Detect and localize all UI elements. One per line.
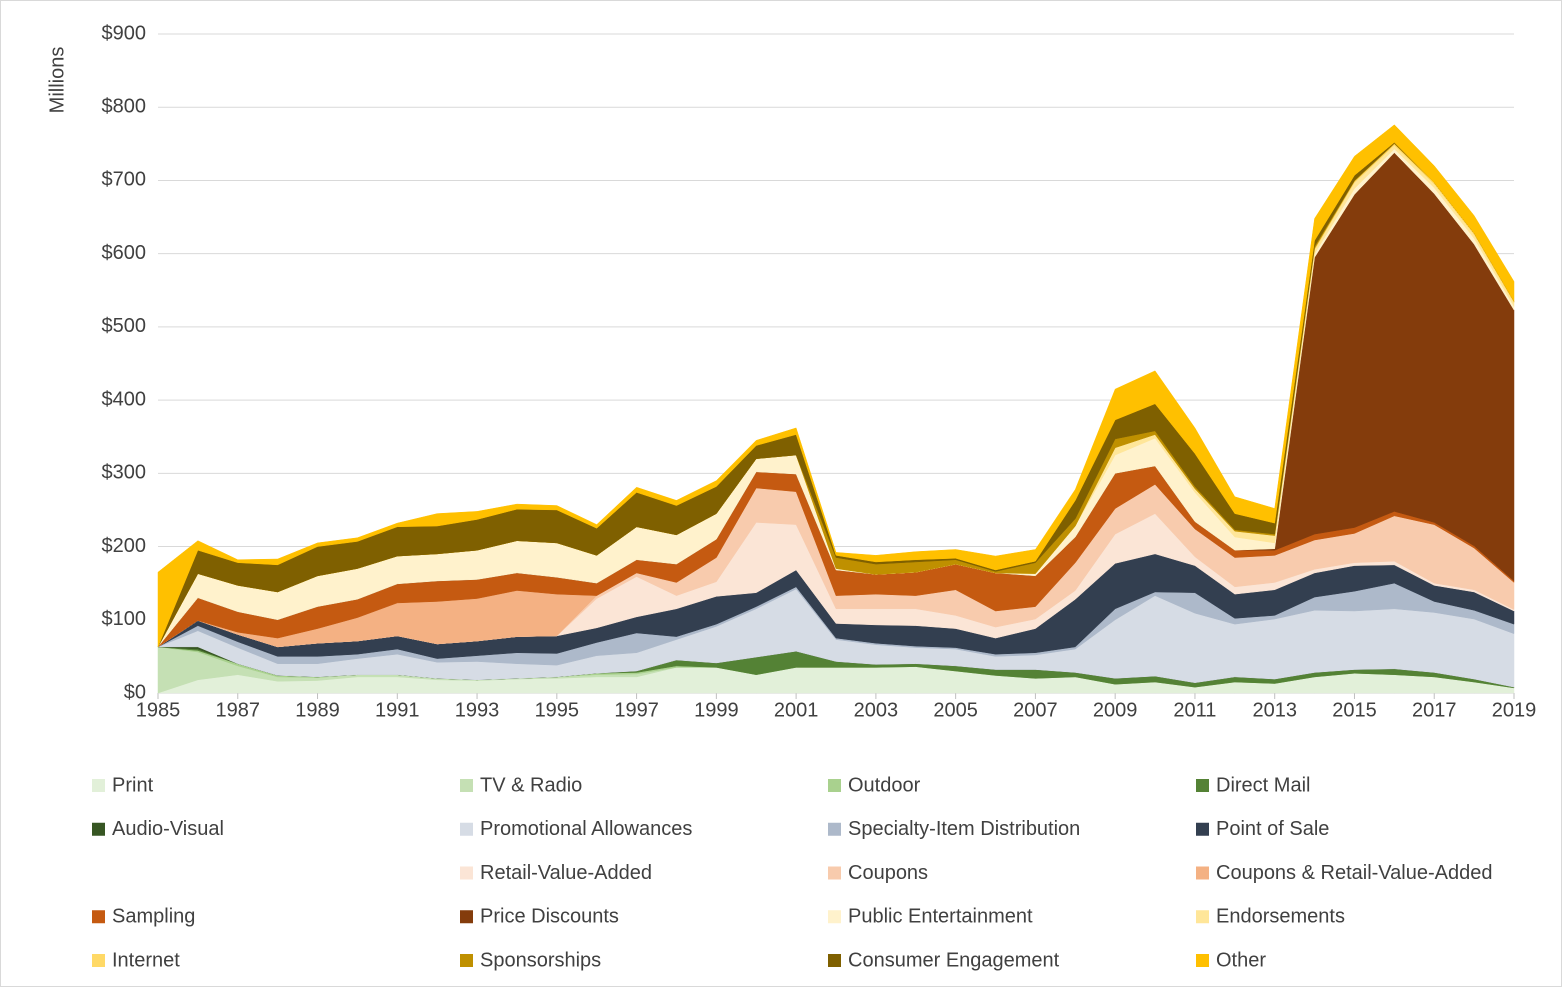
legend-swatch <box>1196 779 1209 792</box>
legend-label: Endorsements <box>1216 906 1345 928</box>
x-tick-label: 1997 <box>614 699 659 721</box>
legend-swatch <box>92 822 105 836</box>
x-tick-label: 2017 <box>1412 699 1457 721</box>
x-tick-label: 1991 <box>375 699 420 721</box>
legend-swatch <box>460 866 473 880</box>
legend-swatch <box>828 910 841 924</box>
x-tick-label: 2005 <box>933 699 978 721</box>
y-tick-label: $100 <box>102 608 147 630</box>
area <box>157 124 1515 647</box>
y-tick-label: $200 <box>102 535 147 557</box>
x-tick-label: 2013 <box>1252 699 1297 721</box>
legend-swatch <box>1196 954 1209 967</box>
legend-label: Sponsorships <box>480 949 601 971</box>
y-axis-label: Millions <box>46 47 68 114</box>
legend-swatch <box>828 779 841 792</box>
x-tick-label: 1993 <box>455 699 500 721</box>
y-tick-label: $300 <box>102 462 147 484</box>
x-tick-label: 1989 <box>295 699 340 721</box>
y-tick-label: $500 <box>102 315 147 337</box>
legend-swatch <box>828 822 841 836</box>
legend-swatch <box>92 954 105 967</box>
x-tick-label: 2003 <box>854 699 899 721</box>
legend-label: Direct Mail <box>1216 774 1310 796</box>
legend-swatch <box>460 779 473 792</box>
legend-swatch <box>92 779 105 792</box>
y-tick-label: $600 <box>102 242 147 264</box>
legend-label: Promotional Allowances <box>480 818 692 840</box>
legend-swatch <box>1196 910 1209 924</box>
legend-swatch <box>460 822 473 836</box>
x-tick-label: 2007 <box>1013 699 1058 721</box>
legend-label: Sampling <box>112 906 195 928</box>
legend-label: Price Discounts <box>480 906 619 928</box>
x-tick-label: 2001 <box>774 699 819 721</box>
legend-label: Point of Sale <box>1216 818 1329 840</box>
x-tick-label: 1995 <box>535 699 580 721</box>
legend-label: Retail-Value-Added <box>480 862 652 884</box>
legend-label: Internet <box>112 949 180 971</box>
legend-swatch <box>92 910 105 924</box>
legend-label: Print <box>112 774 154 796</box>
y-tick-label: $800 <box>102 96 147 118</box>
legend-label: Coupons & Retail-Value-Added <box>1216 862 1492 884</box>
legend-label: Outdoor <box>848 774 921 796</box>
legend-swatch <box>1196 866 1209 880</box>
legend-label: Consumer Engagement <box>848 949 1060 971</box>
y-tick-label: $700 <box>102 169 147 191</box>
x-tick-label: 2009 <box>1093 699 1138 721</box>
legend-label: TV & Radio <box>480 774 582 796</box>
legend-label: Other <box>1216 949 1266 971</box>
y-tick-label: $0 <box>124 681 146 703</box>
x-tick-label: 1999 <box>694 699 739 721</box>
legend-swatch <box>828 866 841 880</box>
legend-label: Public Entertainment <box>848 906 1033 928</box>
legend-label: Audio-Visual <box>112 818 224 840</box>
x-tick-label: 1987 <box>216 699 261 721</box>
legend-swatch <box>828 954 841 967</box>
legend-label: Coupons <box>848 862 928 884</box>
x-tick-label: 1985 <box>136 699 181 721</box>
y-tick-label: $900 <box>102 22 147 44</box>
legend-swatch <box>460 910 473 924</box>
x-tick-label: 2011 <box>1173 699 1216 721</box>
x-tick-label: 2019 <box>1492 699 1537 721</box>
legend-swatch <box>460 954 473 967</box>
y-tick-label: $400 <box>102 388 147 410</box>
x-tick-label: 2015 <box>1332 699 1377 721</box>
legend-label: Specialty-Item Distribution <box>848 818 1080 840</box>
legend-swatch <box>1196 822 1209 836</box>
